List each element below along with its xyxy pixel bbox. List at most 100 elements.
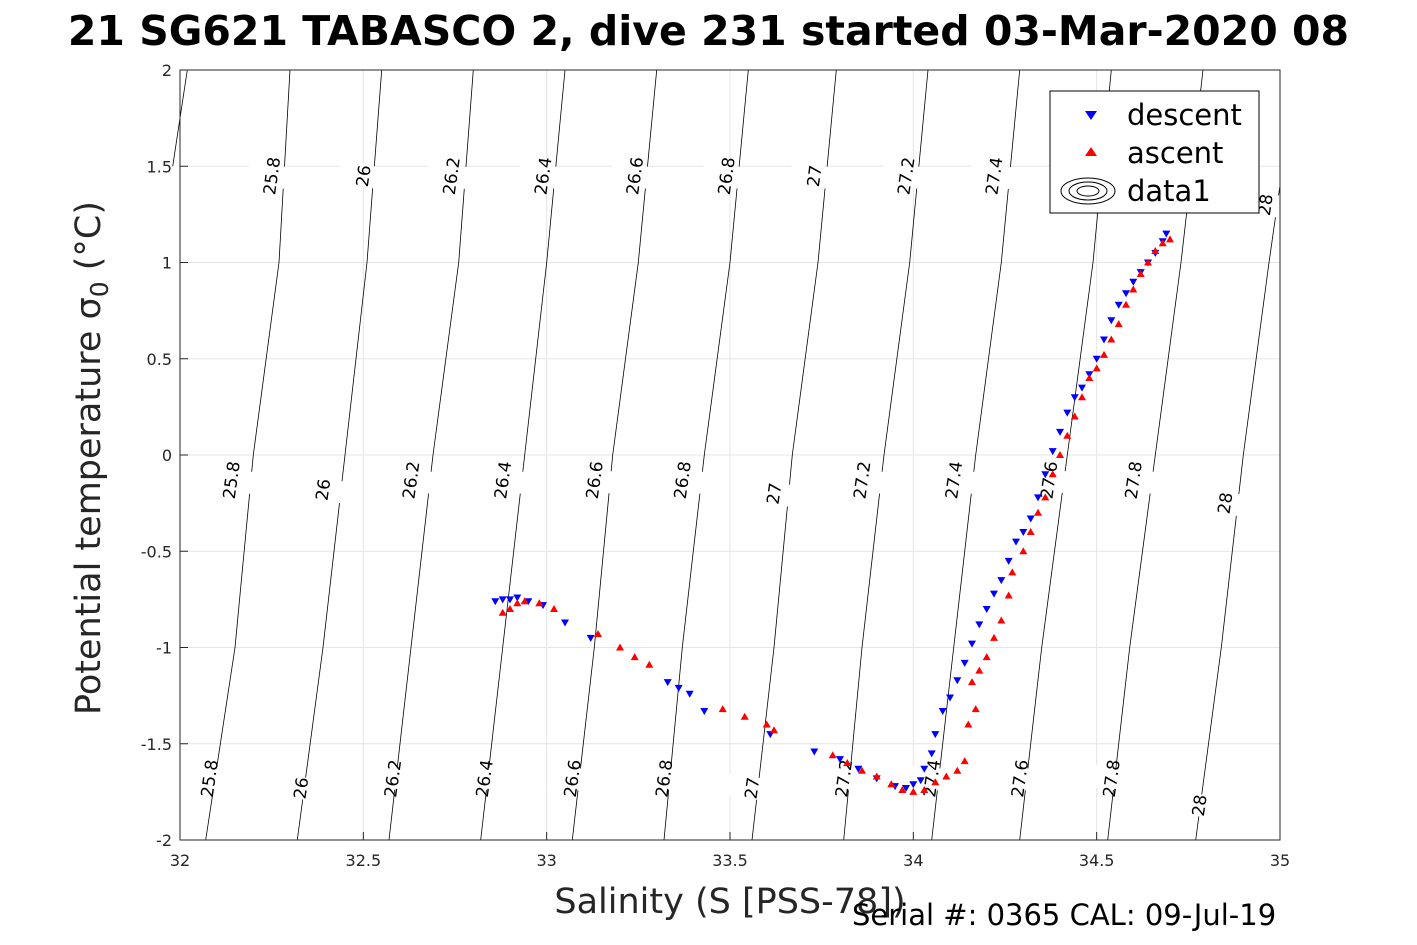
ascent-point bbox=[1136, 270, 1145, 277]
descent-point bbox=[524, 598, 533, 606]
ascent-point bbox=[645, 660, 654, 668]
ascent-point bbox=[535, 599, 544, 607]
descent-point bbox=[1100, 336, 1108, 344]
legend[interactable]: descent ascent data1 bbox=[1049, 90, 1260, 214]
descent-point bbox=[586, 634, 595, 642]
descent-point bbox=[854, 765, 863, 773]
contour-label-bg bbox=[184, 764, 235, 793]
ascent-point bbox=[942, 772, 951, 780]
contour-label-bg bbox=[1108, 465, 1159, 495]
y-tick-label: 2 bbox=[162, 61, 172, 80]
contour-label: 26.2 bbox=[381, 758, 406, 798]
x-tick-label: 32 bbox=[170, 851, 190, 870]
descent-point bbox=[975, 621, 984, 629]
contour-label-bg bbox=[726, 773, 778, 803]
descent-point bbox=[561, 619, 569, 627]
ascent-point bbox=[964, 720, 973, 728]
contour-label-bg bbox=[1174, 791, 1225, 820]
y-tick-label: 0.5 bbox=[147, 350, 172, 369]
descent-point bbox=[1048, 448, 1057, 456]
ascent-point bbox=[960, 757, 969, 765]
contour-label-bg bbox=[1086, 764, 1137, 793]
contour-line-26.6 bbox=[571, 69, 658, 841]
descent-point bbox=[927, 750, 936, 758]
ascent-point bbox=[594, 630, 602, 637]
contour-label: 26.2 bbox=[440, 156, 465, 196]
contour-label-bg bbox=[657, 465, 708, 495]
serial-cal-footer: Serial #: 0365 CAL: 09-Jul-19 bbox=[852, 898, 1277, 932]
contour-label: 26.4 bbox=[531, 156, 556, 196]
contour-label: 26.4 bbox=[491, 460, 516, 500]
ascent-point bbox=[1114, 320, 1123, 328]
ascent-point bbox=[1048, 470, 1057, 478]
ascent-point bbox=[1070, 412, 1079, 420]
contour-label: 27 bbox=[764, 482, 787, 506]
contour-line-28 bbox=[1195, 185, 1281, 841]
contour-label: 27.6 bbox=[1008, 758, 1033, 798]
ascent-point bbox=[498, 608, 507, 616]
descent-point bbox=[663, 679, 672, 687]
descent-point bbox=[997, 577, 1006, 585]
descent-point bbox=[946, 694, 954, 702]
contour-line-27.2 bbox=[843, 69, 929, 841]
ascent-point bbox=[1078, 393, 1086, 401]
x-tick-label: 32.5 bbox=[346, 851, 382, 870]
ascent-point bbox=[1166, 235, 1174, 243]
descent-point bbox=[810, 748, 819, 756]
ascent-point bbox=[616, 643, 624, 651]
descent-point bbox=[513, 594, 522, 602]
contour-label-bg bbox=[701, 161, 752, 191]
descent-point bbox=[920, 765, 929, 773]
descent-point bbox=[982, 606, 991, 613]
contour-label: 26.6 bbox=[623, 156, 648, 196]
contour-label: 26.8 bbox=[671, 460, 696, 500]
ascent-point bbox=[1144, 258, 1152, 266]
contour-label: 27 bbox=[804, 164, 827, 188]
contour-label-bg bbox=[906, 764, 957, 793]
contour-label-bg bbox=[459, 764, 510, 793]
ascent-point bbox=[1129, 285, 1138, 293]
ascent-point bbox=[971, 705, 980, 713]
contour-label: 27.8 bbox=[1100, 758, 1125, 798]
ascent-point bbox=[982, 653, 991, 661]
ascent-point bbox=[520, 597, 529, 605]
ascent-point bbox=[828, 751, 837, 759]
descent-point bbox=[909, 781, 918, 789]
descent-point bbox=[938, 708, 947, 715]
y-tick-label: -0.5 bbox=[141, 542, 172, 561]
contour-labels: 25.8 26 26.2 26.4 26.6 26.8 27 27.2 27.4 28 25.8 26… bbox=[184, 156, 1291, 820]
ascent-point bbox=[990, 633, 998, 641]
contour-label: 28 bbox=[1189, 793, 1212, 817]
legend-contour-icon bbox=[1060, 177, 1116, 205]
descent-point bbox=[491, 598, 500, 606]
contour-label: 26 bbox=[353, 164, 376, 188]
descent-point bbox=[1092, 355, 1101, 363]
contour-label-bg bbox=[1199, 488, 1251, 518]
contour-label-bg bbox=[994, 764, 1045, 793]
x-tick-label: 34 bbox=[903, 851, 923, 870]
contour-label-bg bbox=[338, 161, 389, 191]
ascent-point bbox=[1158, 239, 1167, 247]
contour-label: 26.6 bbox=[583, 460, 608, 500]
contour-label: 27 bbox=[742, 776, 765, 800]
descent-point bbox=[506, 596, 514, 604]
descent-point bbox=[1162, 230, 1171, 238]
contour-label: 25.8 bbox=[220, 460, 245, 500]
y-tick-label: -1.5 bbox=[141, 735, 172, 754]
y-axis-label: Potential temperature σ0 (°C) bbox=[69, 201, 114, 715]
contour-label-bg bbox=[297, 475, 349, 504]
contour-line-26 bbox=[296, 69, 383, 841]
axis-ticks: 32 32.5 33 33.5 34 34.5 35 -2 -1.5 -1 -0.5 0 0.5 1 1.5… bbox=[141, 61, 1290, 870]
ascent-point bbox=[1092, 364, 1101, 372]
contour-label-bg bbox=[275, 773, 327, 803]
ascent-point bbox=[630, 653, 639, 661]
legend-descent-marker bbox=[1085, 111, 1097, 120]
contour-label: 27.4 bbox=[942, 460, 967, 500]
contour-label-bg bbox=[569, 465, 620, 495]
ascent-point bbox=[718, 705, 727, 713]
contour-label-bg bbox=[517, 161, 569, 191]
contour-label: 26 bbox=[291, 776, 314, 800]
descent-point bbox=[902, 785, 910, 792]
x-tick-label: 33 bbox=[536, 851, 556, 870]
